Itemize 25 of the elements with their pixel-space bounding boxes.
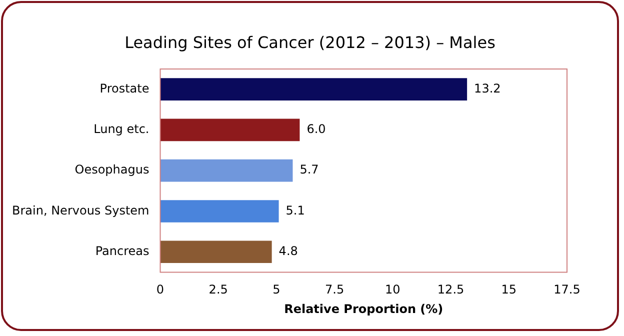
bar: [160, 118, 300, 142]
y-tick-label: Pancreas: [95, 244, 150, 258]
bar: [160, 159, 293, 182]
y-tick-label: Prostate: [100, 81, 150, 96]
bar: [160, 78, 468, 100]
x-tick-label: 2.5: [208, 282, 228, 297]
x-axis-title: Relative Proportion (%): [284, 302, 444, 316]
data-label: 5.1: [286, 203, 305, 218]
x-tick-label: 0: [156, 282, 164, 297]
x-tick-label: 12.5: [437, 282, 464, 297]
data-label: 6.0: [306, 122, 326, 136]
x-tick-label: 17.5: [554, 282, 580, 297]
x-tick-label: 15: [501, 282, 517, 297]
bar: [160, 200, 279, 222]
data-label: 4.8: [278, 244, 298, 258]
data-label: 5.7: [300, 162, 319, 177]
y-tick-label: Lung etc.: [94, 122, 150, 136]
y-tick-label: Brain, Nervous System: [12, 203, 150, 218]
y-tick-label: Oesophagus: [74, 162, 150, 177]
chart-title: Leading Sites of Cancer (2012 – 2013) – Males: [124, 33, 496, 52]
x-tick-label: 5: [272, 282, 280, 297]
data-label: 13.2: [474, 81, 501, 96]
bar: [160, 240, 272, 264]
x-tick-label: 7.5: [325, 282, 344, 297]
x-tick-label: 10: [385, 282, 400, 297]
